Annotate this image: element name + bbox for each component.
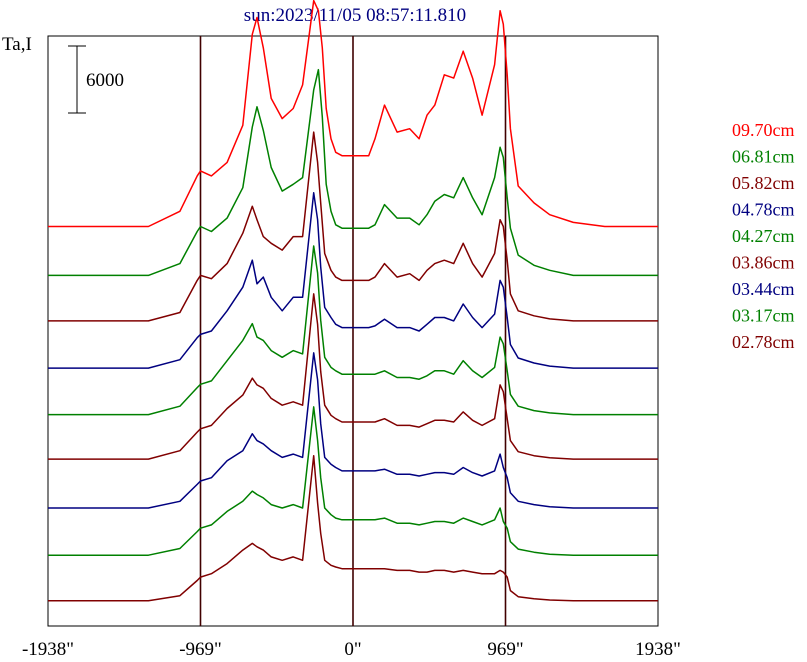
x-tick-label: 1938" [635,639,681,660]
legend-entry: 09.70cm [732,120,795,140]
series-line [48,245,658,416]
x-tick-label: 969" [487,639,523,660]
scale-bar-label: 6000 [86,70,124,91]
series-line [48,454,658,602]
chart-title: sun:2023/11/05 08:57:11.810 [244,5,466,26]
series-line [48,352,658,509]
series-line [48,293,658,460]
legend-entry: 05.82cm [732,173,795,193]
legend-entry: 03.44cm [732,279,795,299]
legend: 09.70cm 06.81cm 05.82cm 04.78cm 04.27cm 03.86… [732,120,795,352]
x-tick-labels: -1938" -969" 0" 969" 1938" [22,639,681,660]
x-tick-label: 0" [344,639,361,660]
legend-entry: 04.78cm [732,200,795,220]
x-tick-label: -1938" [22,639,74,660]
series-line [48,68,658,277]
legend-entry: 04.27cm [732,226,795,246]
legend-entry: 06.81cm [732,147,795,167]
series-line [48,0,658,228]
legend-entry: 03.17cm [732,306,795,326]
series-lines [48,0,658,602]
legend-entry: 02.78cm [732,332,795,352]
legend-entry: 03.86cm [732,253,795,273]
reference-lines [199,36,507,626]
x-tick-label: -969" [179,639,222,660]
scale-bar: 6000 [68,45,124,114]
series-line [48,131,658,322]
series-line [48,406,658,556]
series-line [48,192,658,369]
y-axis-label: Ta,I [2,34,32,55]
